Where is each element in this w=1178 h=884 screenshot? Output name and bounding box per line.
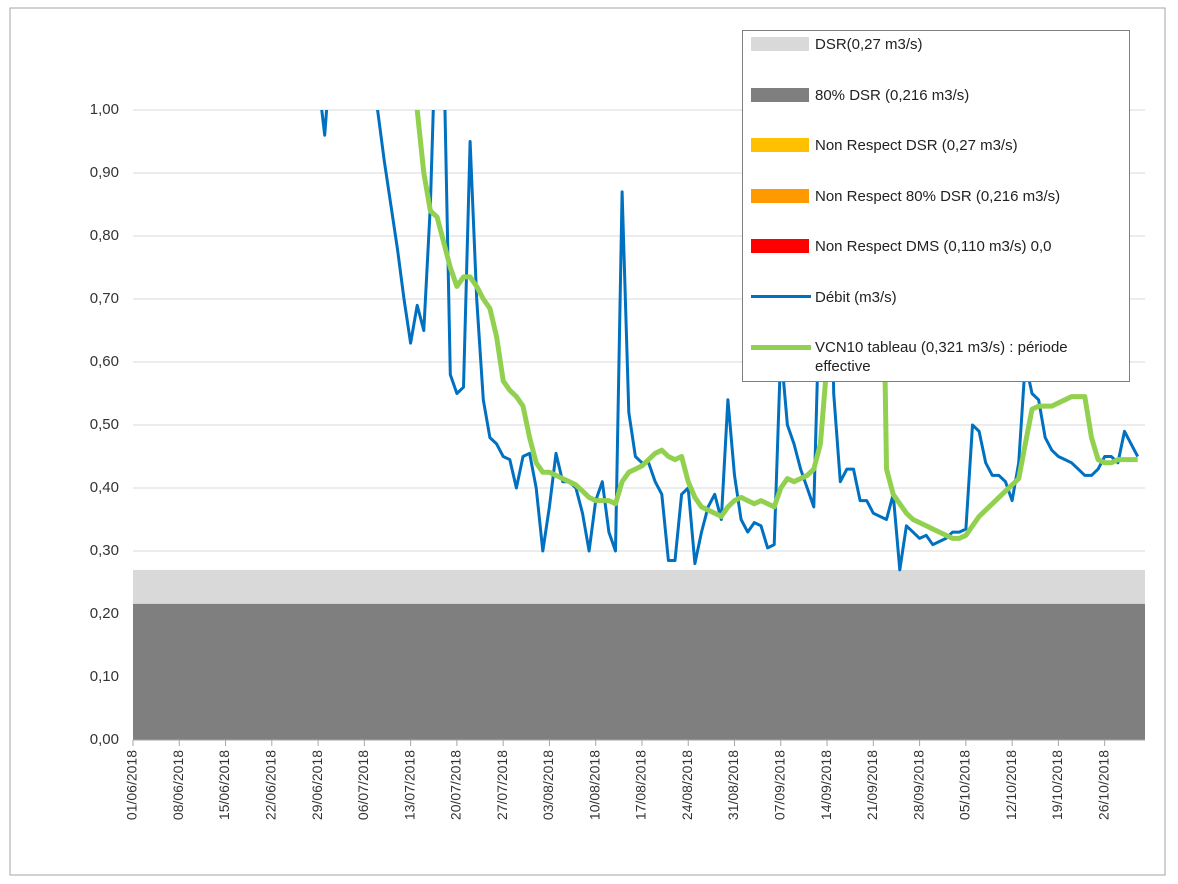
x-tick-label: 28/09/2018 — [910, 750, 926, 820]
band-area — [133, 603, 1145, 740]
legend-label: DSR(0,27 m3/s) — [815, 36, 923, 53]
legend-entry: Débit (m3/s) — [751, 288, 1121, 339]
swatch-mark — [751, 294, 811, 298]
x-tick-label: 17/08/2018 — [633, 750, 649, 820]
swatch-mark — [751, 239, 809, 253]
x-tick-label: 15/06/2018 — [216, 750, 232, 820]
y-tick-label: 0,90 — [90, 164, 119, 181]
x-tick-label: 06/07/2018 — [355, 750, 371, 820]
y-tick-label: 0,30 — [90, 542, 119, 559]
legend-swatch — [751, 338, 815, 356]
x-tick-label: 07/09/2018 — [771, 750, 787, 820]
x-tick-label: 26/10/2018 — [1095, 750, 1111, 820]
plot-lines — [320, 110, 1140, 572]
legend-label: Débit (m3/s) — [815, 288, 897, 306]
x-tick-label: 27/07/2018 — [494, 750, 510, 820]
x-tick-label: 12/10/2018 — [1003, 750, 1019, 820]
x-tick-label: 24/08/2018 — [679, 750, 695, 820]
legend-entry: 80% DSR (0,216 m3/s) — [751, 86, 1121, 137]
y-tick-label: 0,80 — [90, 227, 119, 244]
swatch-mark — [751, 138, 809, 152]
data-line — [414, 110, 1138, 541]
y-tick-label: 0,00 — [90, 731, 119, 748]
x-tick-label: 08/06/2018 — [170, 750, 186, 820]
legend-label: Non Respect DMS (0,110 m3/s) 0,0 — [815, 238, 1052, 255]
legend-label: Non Respect 80% DSR (0,216 m3/s) — [815, 187, 1061, 205]
legend-label: VCN10 tableau (0,321 m3/s) : période eff… — [815, 339, 1068, 375]
legend-entry: VCN10 tableau (0,321 m3/s) : période eff… — [751, 338, 1121, 389]
swatch-mark — [751, 37, 809, 51]
legend-label: 80% DSR (0,216 m3/s) — [815, 86, 970, 104]
x-tick-label: 10/08/2018 — [586, 750, 602, 820]
legend-swatch — [751, 86, 815, 104]
legend-swatch — [751, 187, 815, 205]
x-tick-label: 29/06/2018 — [309, 750, 325, 820]
x-tick-label: 05/10/2018 — [957, 750, 973, 820]
x-tick-label: 14/09/2018 — [818, 750, 834, 820]
swatch-mark — [751, 87, 809, 102]
x-tick-label: 03/08/2018 — [540, 750, 556, 820]
y-tick-label: 0,60 — [90, 353, 119, 370]
x-tick-label: 21/09/2018 — [864, 750, 880, 820]
legend-swatch — [751, 35, 815, 53]
y-tick-label: 1,00 — [90, 101, 119, 118]
legend-entry: Non Respect 80% DSR (0,216 m3/s) — [751, 187, 1121, 238]
legend-entry: Non Respect DMS (0,110 m3/s) 0,0 — [751, 237, 1121, 288]
x-tick-label: 20/07/2018 — [448, 750, 464, 820]
legend-entry: DSR(0,27 m3/s) — [751, 35, 1121, 86]
x-tick-label: 19/10/2018 — [1049, 750, 1065, 820]
swatch-mark — [751, 345, 811, 350]
y-tick-label: 0,20 — [90, 605, 119, 622]
y-tick-label: 0,40 — [90, 479, 119, 496]
legend-swatch — [751, 237, 815, 255]
x-tick-label: 22/06/2018 — [263, 750, 279, 820]
legend-entry: Non Respect DSR (0,27 m3/s) — [751, 136, 1121, 187]
x-tick-label: 31/08/2018 — [725, 750, 741, 820]
x-tick-label: 13/07/2018 — [401, 750, 417, 820]
legend: DSR(0,27 m3/s) 80% DSR (0,216 m3/s) Non Re… — [742, 30, 1130, 382]
legend-label: Non Respect DSR (0,27 m3/s) — [815, 137, 1018, 154]
y-tick-label: 0,70 — [90, 290, 119, 307]
legend-swatch — [751, 136, 815, 154]
x-tick-label: 01/06/2018 — [124, 750, 140, 820]
data-line — [320, 110, 1140, 572]
y-tick-label: 0,50 — [90, 416, 119, 433]
y-tick-label: 0,10 — [90, 668, 119, 685]
legend-swatch — [751, 288, 815, 306]
swatch-mark — [751, 188, 809, 203]
